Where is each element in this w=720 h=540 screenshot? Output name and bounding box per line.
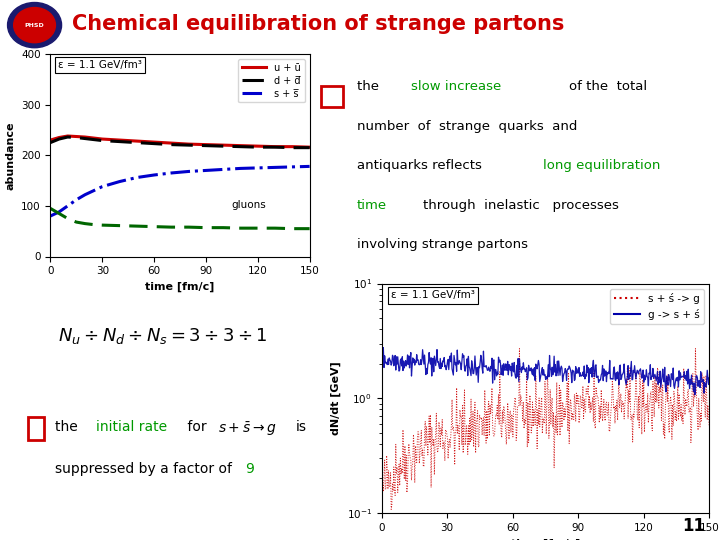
d + d̅ — [271, 144, 279, 150]
u + ū — [150, 139, 158, 145]
Legend: s + ś -> g, g -> s + ś: s + ś -> g, g -> s + ś — [610, 289, 704, 324]
Text: 9: 9 — [246, 462, 254, 476]
s + s̅ — [132, 174, 141, 181]
Text: slow increase: slow increase — [410, 80, 501, 93]
d + d̅ — [63, 134, 72, 140]
Line: s + s̅: s + s̅ — [50, 166, 310, 216]
d + d̅ — [89, 136, 98, 143]
u + ū — [72, 133, 81, 140]
u + ū — [184, 141, 193, 147]
u + ū — [236, 143, 245, 149]
Text: $s+\bar{s} \rightarrow g$: $s+\bar{s} \rightarrow g$ — [218, 420, 277, 438]
Text: for: for — [184, 420, 212, 434]
s + s̅ — [46, 213, 55, 219]
u + ū — [202, 141, 210, 148]
Text: long equilibration: long equilibration — [543, 159, 660, 172]
u + ū — [46, 137, 55, 143]
d + d̅ — [236, 144, 245, 150]
s + s̅ — [253, 165, 262, 171]
Text: involving strange partons: involving strange partons — [357, 238, 528, 251]
s + s̅ — [81, 192, 89, 198]
d + d̅ — [202, 143, 210, 149]
s + s̅ — [271, 164, 279, 171]
s + s̅ — [115, 178, 124, 185]
d + d̅ — [219, 143, 228, 150]
d + d̅ — [115, 138, 124, 145]
d + d̅ — [184, 142, 193, 149]
d + d̅ — [305, 144, 314, 151]
X-axis label: time [fm/c]: time [fm/c] — [145, 282, 215, 292]
d + d̅ — [46, 139, 55, 146]
s + s̅ — [63, 202, 72, 209]
u + ū — [89, 135, 98, 141]
s + s̅ — [89, 187, 98, 194]
Text: through  inelastic   processes: through inelastic processes — [423, 199, 618, 212]
u + ū — [63, 133, 72, 139]
Legend: u + ū, d + d̅, s + s̅: u + ū, d + d̅, s + s̅ — [238, 59, 305, 103]
d + d̅ — [150, 140, 158, 147]
u + ū — [305, 144, 314, 150]
X-axis label: time [fm/c]: time [fm/c] — [510, 538, 580, 540]
s + s̅ — [219, 166, 228, 173]
u + ū — [253, 143, 262, 150]
d + d̅ — [55, 136, 63, 142]
s + s̅ — [72, 197, 81, 203]
d + d̅ — [167, 141, 176, 148]
Text: gluons: gluons — [232, 200, 266, 210]
Text: antiquarks reflects: antiquarks reflects — [357, 159, 486, 172]
Line: d + d̅: d + d̅ — [50, 137, 310, 147]
Text: of the  total: of the total — [569, 80, 647, 93]
u + ū — [288, 144, 297, 150]
u + ū — [132, 138, 141, 144]
d + d̅ — [81, 136, 89, 142]
Text: Chemical equilibration of strange partons: Chemical equilibration of strange parton… — [72, 14, 564, 34]
d + d̅ — [132, 139, 141, 146]
s + s̅ — [236, 165, 245, 172]
s + s̅ — [288, 164, 297, 170]
s + s̅ — [98, 184, 107, 190]
Text: ε = 1.1 GeV/fm³: ε = 1.1 GeV/fm³ — [392, 291, 475, 300]
Text: is: is — [295, 420, 306, 434]
u + ū — [98, 136, 107, 142]
s + s̅ — [55, 208, 63, 215]
s + s̅ — [150, 172, 158, 178]
s + s̅ — [167, 170, 176, 176]
u + ū — [271, 144, 279, 150]
u + ū — [55, 134, 63, 141]
Text: time: time — [357, 199, 387, 212]
Text: PHSD: PHSD — [24, 23, 45, 28]
d + d̅ — [288, 144, 297, 151]
u + ū — [81, 134, 89, 140]
Text: the: the — [357, 80, 383, 93]
Ellipse shape — [8, 3, 62, 48]
Bar — [27, 417, 44, 440]
u + ū — [219, 142, 228, 149]
d + d̅ — [72, 134, 81, 141]
Text: number  of  strange  quarks  and: number of strange quarks and — [357, 120, 577, 133]
s + s̅ — [305, 163, 314, 170]
Text: suppressed by a factor of: suppressed by a factor of — [55, 462, 236, 476]
Y-axis label: abundance: abundance — [6, 121, 16, 190]
Bar — [321, 86, 343, 106]
s + s̅ — [202, 167, 210, 174]
Text: initial rate: initial rate — [96, 420, 167, 434]
d + d̅ — [98, 137, 107, 144]
Text: ε = 1.1 GeV/fm³: ε = 1.1 GeV/fm³ — [58, 60, 142, 70]
Ellipse shape — [14, 8, 55, 43]
Y-axis label: dN/dt [GeV]: dN/dt [GeV] — [330, 361, 341, 435]
Text: the: the — [55, 420, 82, 434]
d + d̅ — [253, 144, 262, 150]
s + s̅ — [184, 168, 193, 175]
Text: 11: 11 — [683, 517, 706, 535]
Text: $N_u \div N_d \div N_s = 3 \div 3 \div 1$: $N_u \div N_d \div N_s = 3 \div 3 \div 1… — [58, 326, 267, 346]
u + ū — [115, 137, 124, 143]
u + ū — [167, 140, 176, 146]
Line: u + ū: u + ū — [50, 136, 310, 147]
